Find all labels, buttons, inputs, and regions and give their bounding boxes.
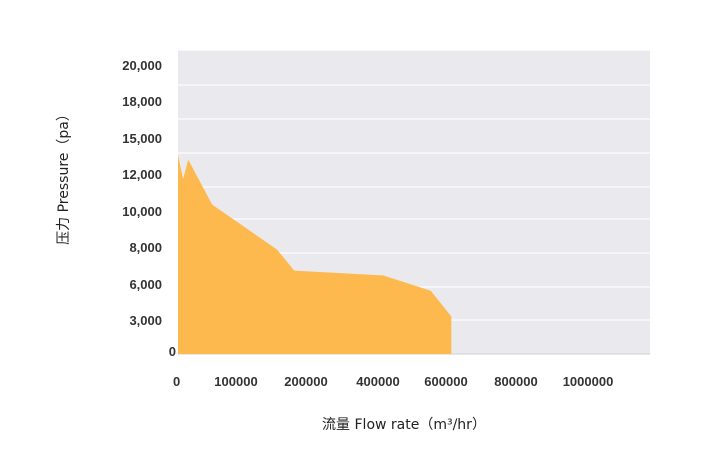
y-tick-label: 3,000 xyxy=(129,313,162,328)
y-axis-label: 压力 Pressure（pa） xyxy=(56,107,72,245)
x-tick-label: 800000 xyxy=(494,374,537,389)
x-tick-label: 1000000 xyxy=(563,374,614,389)
x-tick-label: 100000 xyxy=(214,374,257,389)
y-tick-label: 8,000 xyxy=(129,240,162,255)
x-axis-label: 流量 Flow rate（m³/hr） xyxy=(322,417,486,433)
x-tick-label: 200000 xyxy=(284,374,327,389)
y-tick-label: 12,000 xyxy=(122,167,162,182)
y-tick-label: 0 xyxy=(169,344,176,359)
y-tick-label: 15,000 xyxy=(122,131,162,146)
x-tick-label: 600000 xyxy=(424,374,467,389)
y-tick-label: 20,000 xyxy=(122,58,162,73)
y-tick-label: 10,000 xyxy=(122,204,162,219)
y-tick-label: 18,000 xyxy=(122,94,162,109)
series-area-0 xyxy=(178,155,452,354)
y-tick-label: 6,000 xyxy=(129,277,162,292)
x-tick-label: 400000 xyxy=(356,374,399,389)
x-tick-label: 0 xyxy=(173,374,180,389)
